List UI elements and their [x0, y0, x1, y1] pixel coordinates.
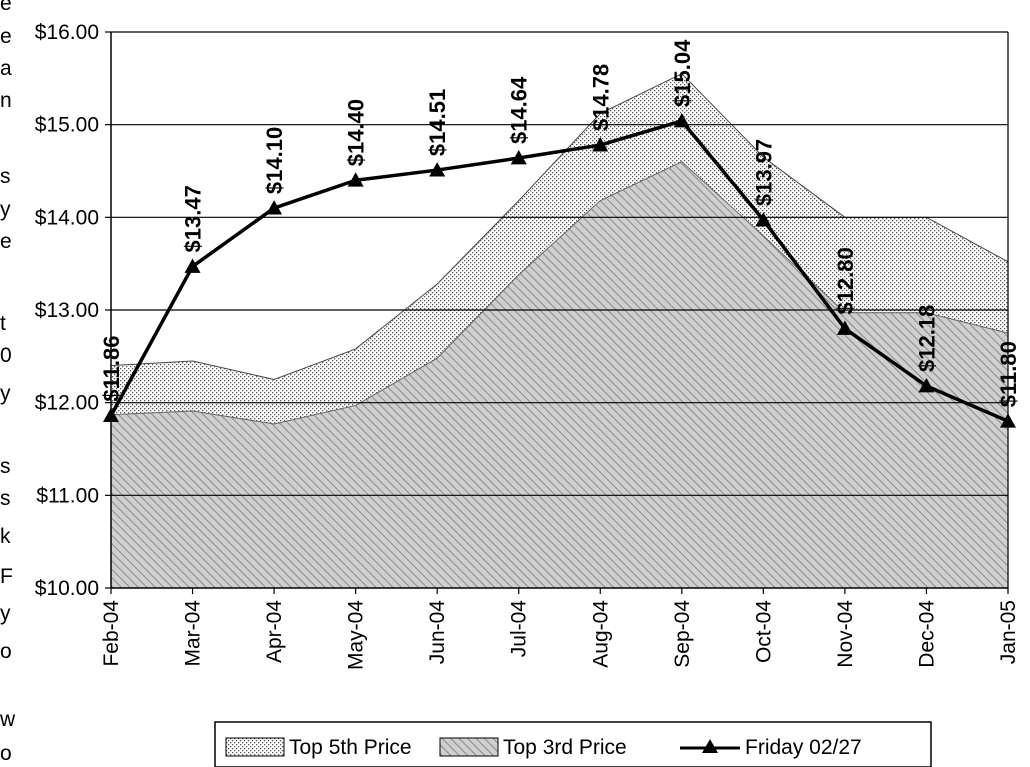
cut-off-fragment: o: [0, 640, 12, 663]
x-tick-label: Sep-04: [671, 600, 694, 668]
friday-data-label: $13.47: [181, 185, 206, 252]
friday-point-marker: [1000, 413, 1016, 428]
top-3rd-price-edge: [110, 161, 1009, 425]
legend-swatch-top-5th: [225, 737, 285, 757]
friday-data-label: $11.86: [99, 336, 124, 402]
x-tick-label: Apr-04: [263, 600, 286, 663]
cut-off-fragment: s: [0, 455, 11, 478]
friday-data-label: $15.04: [670, 39, 695, 107]
friday-point-marker: [592, 137, 609, 152]
x-tick-label: Aug-04: [589, 600, 612, 668]
x-axis-tick-labels: Feb-04 Mar-04 Apr-04 May-04 Jun-04 Jul-04 Aug-…: [100, 600, 1020, 670]
y-tick-label: $10.00: [35, 577, 99, 600]
gridlines: [111, 31, 1008, 496]
cut-off-fragment: y: [0, 602, 11, 625]
friday-data-label: $12.18: [914, 305, 939, 372]
friday-point-marker: [184, 258, 201, 273]
x-tick-label: Mar-04: [182, 600, 205, 667]
friday-data-label: $14.51: [425, 89, 450, 156]
triangle-markers: [103, 112, 1016, 428]
x-tick-label: Nov-04: [834, 600, 857, 668]
x-tick-label: Jun-04: [426, 600, 449, 665]
cut-off-fragment: a: [0, 57, 12, 80]
top-3rd-price-area-group: [110, 161, 1009, 588]
top-3rd-price-area: [111, 161, 1008, 588]
y-tick-label: $11.00: [36, 484, 99, 507]
friday-data-label: $11.80: [996, 341, 1021, 407]
legend-label-friday: Friday 02/27: [745, 736, 862, 759]
friday-point-marker: [673, 112, 690, 128]
cut-off-fragment: w: [0, 708, 16, 731]
friday-price-line: [109, 119, 1009, 423]
friday-point-marker: [918, 377, 935, 393]
cut-off-fragment: s: [0, 165, 11, 188]
cut-off-fragment: e: [0, 230, 12, 253]
y-tick-label: $15.00: [35, 114, 99, 137]
y-tick-label: $16.00: [35, 21, 99, 44]
friday-data-label: $14.64: [507, 76, 532, 144]
legend-triangle-icon: [702, 739, 718, 753]
cut-off-fragment: e: [0, 25, 12, 48]
friday-data-label: $14.10: [262, 127, 287, 194]
cut-off-fragment: y: [0, 198, 11, 221]
cut-off-fragment: y: [0, 382, 11, 405]
friday-point-marker: [347, 172, 364, 187]
axes: [105, 31, 1009, 594]
friday-point-marker: [429, 162, 446, 177]
x-tick-label: Jul-04: [508, 600, 531, 658]
cut-off-fragment: o: [0, 742, 12, 765]
cut-off-fragment: F: [0, 565, 13, 588]
y-axis-tick-labels: $10.00 $11.00 $12.00 $13.00 $14.00 $15.00 $16.…: [35, 21, 99, 600]
friday-data-label: $12.80: [833, 247, 858, 314]
x-tick-label: Oct-04: [752, 600, 775, 663]
legend-label-top-3rd: Top 3rd Price: [503, 736, 627, 759]
friday-point-marker: [755, 212, 772, 227]
cut-off-fragment: k: [0, 525, 11, 548]
cut-off-fragment: e: [0, 0, 12, 15]
legend: Top 5th Price Top 3rd Price Friday 02/27: [214, 721, 932, 767]
y-tick-label: $13.00: [35, 299, 99, 322]
friday-point-marker: [266, 200, 283, 215]
cut-off-fragment: 0: [0, 344, 12, 367]
friday-point-marker: [510, 150, 527, 165]
friday-line-series-group: [109, 119, 1009, 423]
friday-data-label: $14.40: [344, 99, 369, 166]
x-tick-label: Feb-04: [100, 600, 123, 667]
cut-off-fragment: n: [0, 89, 12, 112]
x-tick-label: May-04: [345, 600, 368, 670]
y-tick-label: $12.00: [35, 392, 99, 415]
legend-box: [214, 721, 932, 767]
x-tick-label: Jan-05: [997, 600, 1020, 664]
y-tick-label: $14.00: [35, 206, 99, 229]
cut-off-fragment: s: [0, 487, 11, 510]
plot-area: $11.86 $13.47 $14.10 $14.40 $14.51 $14.64 $14.…: [35, 21, 1021, 670]
x-tick-label: Dec-04: [915, 600, 938, 668]
friday-data-label: $14.78: [588, 64, 613, 131]
legend-label-top-5th: Top 5th Price: [289, 736, 412, 759]
friday-point-marker: [103, 407, 119, 423]
cut-off-fragment: t: [0, 312, 6, 335]
friday-point-marker: [836, 320, 853, 335]
friday-data-label: $13.97: [751, 139, 776, 206]
data-labels: $11.86 $13.47 $14.10 $14.40 $14.51 $14.64 $14.…: [99, 39, 1021, 407]
legend-swatch-top-3rd: [439, 737, 499, 757]
